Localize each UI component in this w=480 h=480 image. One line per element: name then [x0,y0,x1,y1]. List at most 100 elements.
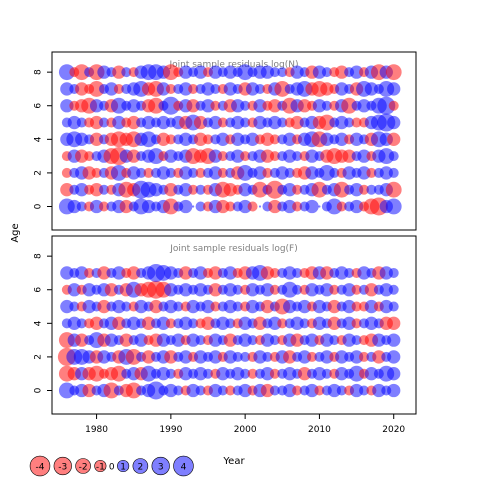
residual-point [284,167,295,178]
residual-point [238,316,252,330]
residual-point [75,183,89,197]
legend-item: 3 [151,456,170,476]
residual-point [60,183,74,197]
residual-point [335,350,349,364]
residual-point [179,166,193,180]
residual-point [89,115,104,130]
residual-point [156,316,171,330]
residual-point [195,385,206,396]
residual-point [238,199,252,214]
residual-point [305,383,319,398]
residual-point [208,350,223,364]
residual-point [127,149,141,163]
residual-point [283,183,297,197]
residual-point [320,350,334,364]
residual-point [104,82,119,96]
residual-point [318,164,335,181]
residual-point [69,301,80,312]
residual-point [89,316,104,330]
x-axis-label: Year [222,456,245,467]
residual-point [208,166,223,180]
residual-point [231,367,245,381]
residual-point [238,183,252,197]
residual-point [260,333,275,347]
residual-point [321,100,332,111]
residual-point [171,333,185,347]
residual-point [260,149,275,163]
residual-point [364,82,379,96]
legend-circle [53,456,72,476]
y-tick-label: 2 [34,354,44,360]
residual-point [195,335,206,346]
residual-point [320,283,334,297]
legend-item: 4 [173,455,194,477]
residual-point [237,64,254,81]
residual-point [312,99,327,113]
panel-1: Joint sample residuals log(N) 0 2 4 6 8 [34,51,417,231]
residual-point [335,367,349,381]
residual-point [379,283,393,297]
residual-point [82,383,96,398]
residual-point [260,132,275,146]
residual-point [240,117,251,128]
residual-point [349,199,364,214]
size-legend: -4 -3 -2 -1 0 1 2 3 4 [29,455,194,477]
residual-point [385,198,402,215]
residual-point [208,333,223,347]
residual-point [223,283,237,297]
residual-point [164,350,178,364]
residual-point [231,99,245,113]
residual-point [179,183,193,197]
residual-point [292,385,303,396]
residual-point [387,383,401,398]
residual-point [89,132,104,146]
residual-point [247,368,258,379]
residual-point [245,283,260,297]
residual-point [125,382,142,399]
residual-point [112,266,126,280]
legend-circle [29,455,51,477]
residual-point [364,299,379,314]
residual-point [265,180,284,199]
residual-point [186,299,200,314]
residual-point [359,351,369,362]
residual-point [223,299,237,314]
residual-point [147,381,165,400]
residual-point [238,333,252,347]
residual-point [208,383,223,398]
residual-point [260,65,275,79]
residual-point [268,199,282,214]
residual-point [283,299,297,314]
residual-point [247,201,258,212]
residual-point [297,350,312,364]
residual-point [292,184,303,195]
residual-point [76,117,87,128]
residual-point [311,181,328,198]
legend-label: 2 [138,463,144,473]
residual-point [223,266,237,280]
legend-label: -2 [79,463,88,473]
residual-point [372,333,386,347]
residual-point [269,335,280,346]
residual-point [377,96,396,115]
residual-point [335,115,349,130]
residual-point [179,350,193,364]
residual-point [84,267,95,278]
residual-point [349,383,364,398]
residual-point [208,149,223,163]
residual-point [216,316,230,330]
residual-point [262,167,273,178]
residual-point [58,64,75,81]
residual-point [223,65,237,79]
residual-point [269,267,280,278]
y-tick-label: 8 [34,69,44,75]
residual-point [61,167,72,178]
residual-point [73,64,90,81]
residual-point [269,67,280,78]
panel-title: Joint sample residuals log(F) [169,244,297,254]
residual-point [283,199,297,214]
y-tick-label: 0 [34,203,44,209]
residual-point [217,117,228,128]
residual-point [216,199,230,214]
residual-point [162,64,179,81]
